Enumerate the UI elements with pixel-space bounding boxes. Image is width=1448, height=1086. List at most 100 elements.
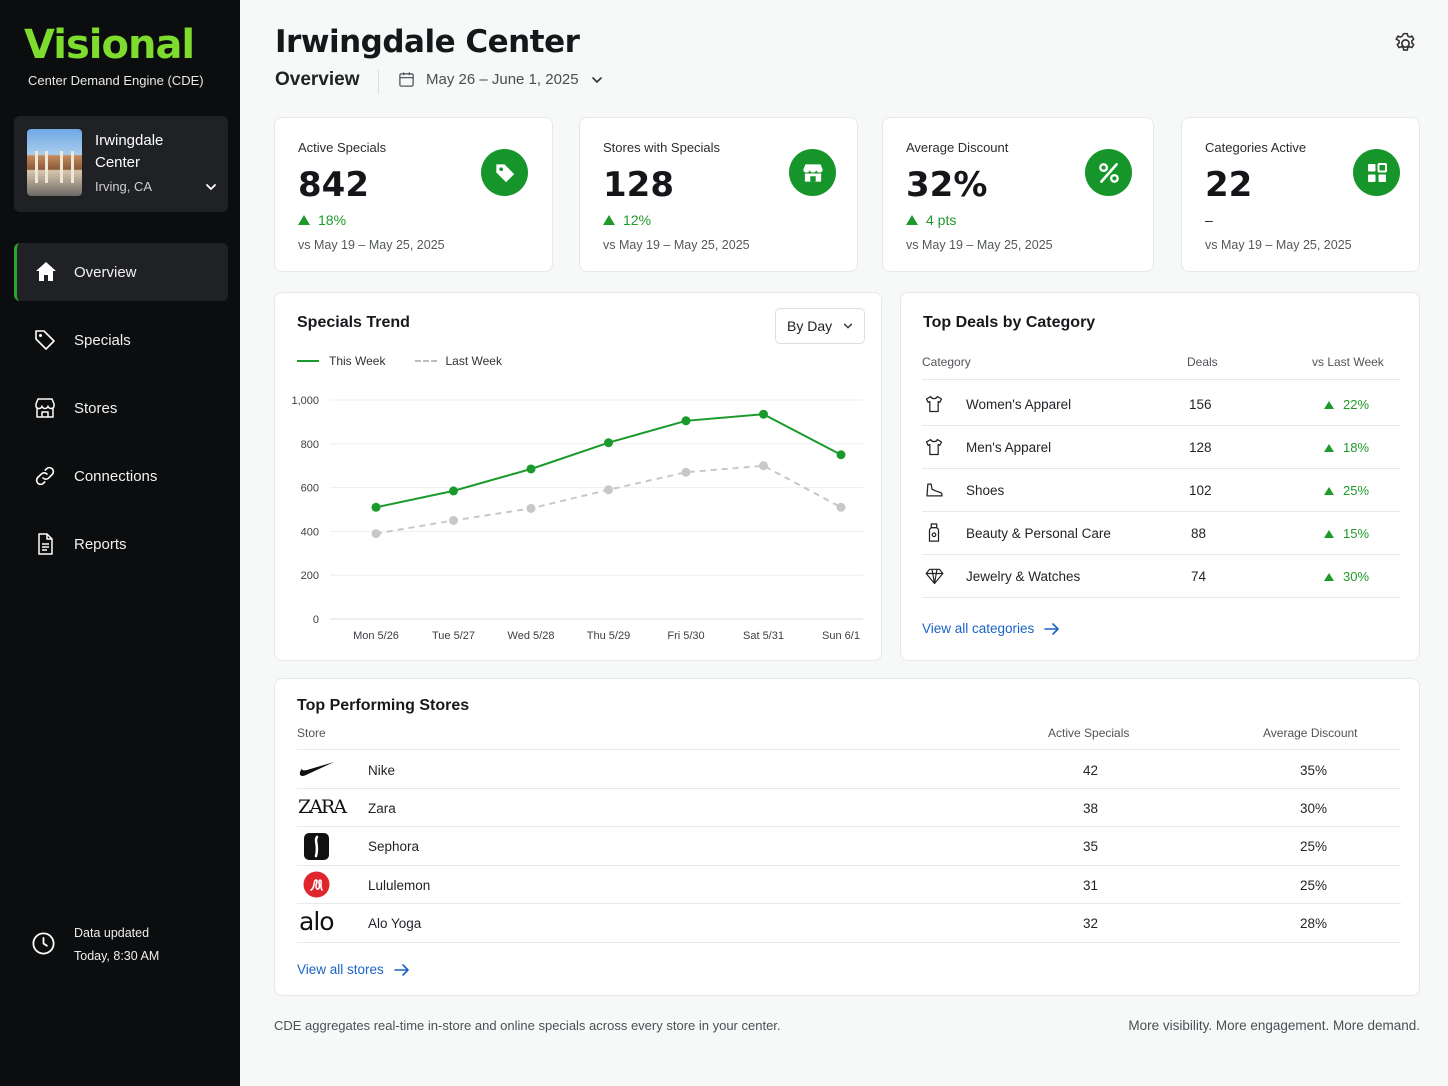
footer-tagline: More visibility. More engagement. More d… bbox=[1128, 1018, 1420, 1033]
kpi-change-value: 12% bbox=[623, 212, 652, 228]
date-range-picker[interactable]: May 26 – June 1, 2025 bbox=[398, 71, 604, 88]
data-point-last-week bbox=[449, 515, 458, 525]
sidebar: Visional Center Demand Engine (CDE) Irwi… bbox=[0, 0, 240, 1086]
average-discount: 25% bbox=[1300, 839, 1328, 854]
data-point-this-week bbox=[526, 464, 536, 474]
deals-count: 88 bbox=[1191, 526, 1207, 541]
divider bbox=[922, 554, 1400, 555]
change-text: 22% bbox=[1343, 397, 1370, 412]
chart-legend: This Week Last Week bbox=[297, 354, 502, 368]
x-tick-label: Sun 6/1 bbox=[822, 630, 860, 642]
data-point-last-week bbox=[371, 529, 381, 539]
kpi-compare: vs May 19 – May 25, 2025 bbox=[906, 238, 1053, 252]
up-arrow-icon bbox=[1324, 486, 1334, 495]
center-name: Irwingdale Center bbox=[95, 132, 164, 171]
change-value: 18% bbox=[1324, 440, 1369, 455]
divider bbox=[297, 749, 1401, 750]
store-name: Alo Yoga bbox=[368, 916, 422, 931]
store-name: Sephora bbox=[368, 839, 420, 854]
period-select[interactable]: By Day bbox=[775, 308, 865, 344]
category-name: Jewelry & Watches bbox=[966, 569, 1081, 584]
sidebar-item-overview[interactable]: Overview bbox=[14, 243, 228, 301]
active-specials: 31 bbox=[1083, 878, 1099, 893]
tag-icon bbox=[481, 149, 528, 196]
divider bbox=[297, 942, 1401, 943]
view-all-stores-label: View all stores bbox=[297, 962, 384, 977]
shoe-icon bbox=[926, 483, 943, 497]
y-tick-label: 400 bbox=[301, 526, 319, 538]
shirt-icon bbox=[925, 395, 943, 413]
percent-icon bbox=[1085, 149, 1132, 196]
kpi-change-value: 18% bbox=[318, 212, 347, 228]
divider bbox=[922, 511, 1400, 512]
kpi-value: 32% bbox=[906, 165, 988, 205]
store-name: Nike bbox=[368, 763, 396, 778]
change-text: 15% bbox=[1343, 526, 1370, 541]
page-title: Irwingdale Center bbox=[275, 24, 580, 60]
data-point-this-week bbox=[836, 450, 846, 460]
lululemon-logo bbox=[303, 871, 330, 898]
data-point-this-week bbox=[604, 438, 613, 448]
nike-logo bbox=[299, 762, 334, 776]
legend-swatch-last-week bbox=[415, 360, 438, 362]
kpi-card-categories-active: Categories Active 22 – vs May 19 – May 2… bbox=[1181, 117, 1420, 272]
grid-icon bbox=[1353, 149, 1400, 196]
view-all-stores-link[interactable]: View all stores bbox=[297, 962, 410, 977]
y-tick-label: 200 bbox=[301, 570, 319, 582]
chevron-down-icon bbox=[206, 184, 216, 191]
sidebar-item-label: Reports bbox=[74, 535, 127, 553]
up-arrow-icon bbox=[1324, 529, 1334, 538]
center-selector[interactable]: Irwingdale Center Irving, CA bbox=[14, 116, 228, 212]
up-arrow-icon bbox=[906, 215, 918, 225]
deals-count: 74 bbox=[1191, 569, 1207, 584]
change-value: 22% bbox=[1324, 397, 1369, 412]
active-specials: 35 bbox=[1083, 839, 1099, 854]
data-point-last-week bbox=[604, 485, 613, 495]
shirt-icon bbox=[925, 438, 943, 456]
up-arrow-icon bbox=[1324, 572, 1334, 581]
divider bbox=[922, 379, 1400, 380]
brand-logo: Visional bbox=[24, 22, 195, 68]
data-updated-label: Data updated bbox=[74, 926, 150, 940]
category-name: Beauty & Personal Care bbox=[966, 526, 1111, 541]
sidebar-item-reports[interactable]: Reports bbox=[14, 515, 228, 573]
data-point-last-week bbox=[759, 461, 768, 471]
legend-swatch-this-week bbox=[297, 360, 319, 362]
active-specials: 42 bbox=[1083, 763, 1099, 778]
arrow-right-icon bbox=[1044, 622, 1060, 635]
sidebar-item-stores[interactable]: Stores bbox=[14, 379, 228, 437]
chevron-down-icon bbox=[844, 323, 853, 329]
kpi-value: 128 bbox=[603, 165, 674, 205]
card-title: Top Performing Stores bbox=[297, 697, 470, 714]
kpi-label: Categories Active bbox=[1205, 140, 1307, 155]
brand-subtitle: Center Demand Engine (CDE) bbox=[28, 73, 204, 88]
specials-trend-card: Specials Trend By Day This Week Last Wee… bbox=[274, 292, 882, 661]
divider bbox=[297, 788, 1401, 789]
column-header-deals: Deals bbox=[1187, 355, 1218, 369]
up-arrow-icon bbox=[603, 215, 615, 225]
change-value: 15% bbox=[1324, 526, 1369, 541]
center-photo bbox=[27, 129, 82, 196]
x-tick-label: Mon 5/26 bbox=[353, 630, 399, 642]
trend-chart: 0 200 400 600 800 1,000 Mon 5/26 Tue 5/27 Wed 5/… bbox=[291, 395, 863, 642]
document-icon bbox=[14, 532, 74, 556]
sidebar-item-label: Overview bbox=[74, 263, 137, 281]
top-deals-card: Top Deals by Category Category Deals vs … bbox=[900, 292, 1420, 661]
change-value: 30% bbox=[1324, 569, 1369, 584]
kpi-value: 842 bbox=[298, 165, 369, 205]
bottle-icon bbox=[928, 523, 940, 542]
average-discount: 28% bbox=[1300, 916, 1328, 931]
y-tick-label: 800 bbox=[301, 439, 319, 451]
store-icon bbox=[789, 149, 836, 196]
category-name: Women's Apparel bbox=[966, 397, 1072, 412]
sidebar-item-label: Connections bbox=[74, 467, 158, 485]
kpi-change-value: 4 pts bbox=[926, 212, 957, 228]
store-icon bbox=[14, 396, 74, 420]
view-all-categories-link[interactable]: View all categories bbox=[922, 621, 1060, 636]
column-header-category: Category bbox=[922, 355, 971, 369]
average-discount: 35% bbox=[1300, 763, 1328, 778]
sidebar-item-connections[interactable]: Connections bbox=[14, 447, 228, 505]
sidebar-item-specials[interactable]: Specials bbox=[14, 311, 228, 369]
divider bbox=[922, 425, 1400, 426]
gear-icon[interactable] bbox=[1393, 31, 1418, 56]
